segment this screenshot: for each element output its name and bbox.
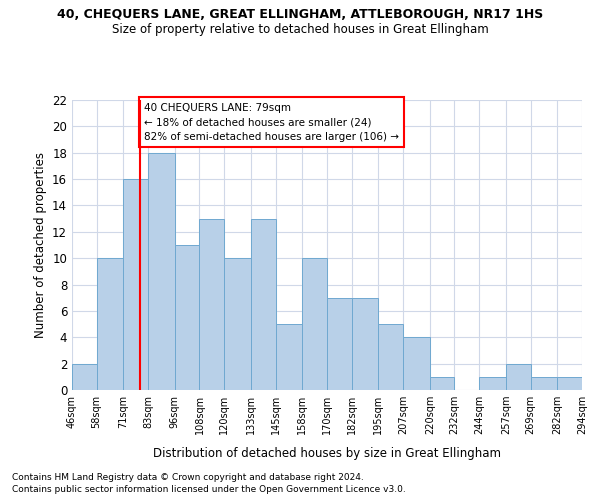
Bar (352, 298, 379, 390)
Bar (148, 152, 175, 390)
Bar (175, 245, 199, 390)
Bar (199, 218, 224, 390)
Bar (430, 377, 455, 390)
Bar (124, 179, 148, 390)
Bar (379, 324, 403, 390)
Bar (72, 364, 97, 390)
Text: Contains HM Land Registry data © Crown copyright and database right 2024.: Contains HM Land Registry data © Crown c… (12, 472, 364, 482)
Text: Size of property relative to detached houses in Great Ellingham: Size of property relative to detached ho… (112, 22, 488, 36)
Bar (403, 338, 430, 390)
Text: 40 CHEQUERS LANE: 79sqm
← 18% of detached houses are smaller (24)
82% of semi-de: 40 CHEQUERS LANE: 79sqm ← 18% of detache… (144, 102, 399, 142)
Bar (530, 377, 557, 390)
Bar (224, 258, 251, 390)
Bar (275, 324, 302, 390)
Bar (479, 377, 506, 390)
Bar (327, 298, 352, 390)
Bar (97, 258, 124, 390)
Bar (302, 258, 327, 390)
Text: Contains public sector information licensed under the Open Government Licence v3: Contains public sector information licen… (12, 485, 406, 494)
Bar (506, 364, 530, 390)
Text: 40, CHEQUERS LANE, GREAT ELLINGHAM, ATTLEBOROUGH, NR17 1HS: 40, CHEQUERS LANE, GREAT ELLINGHAM, ATTL… (57, 8, 543, 20)
Bar (251, 218, 275, 390)
Text: Distribution of detached houses by size in Great Ellingham: Distribution of detached houses by size … (153, 448, 501, 460)
Y-axis label: Number of detached properties: Number of detached properties (34, 152, 47, 338)
Bar (557, 377, 582, 390)
